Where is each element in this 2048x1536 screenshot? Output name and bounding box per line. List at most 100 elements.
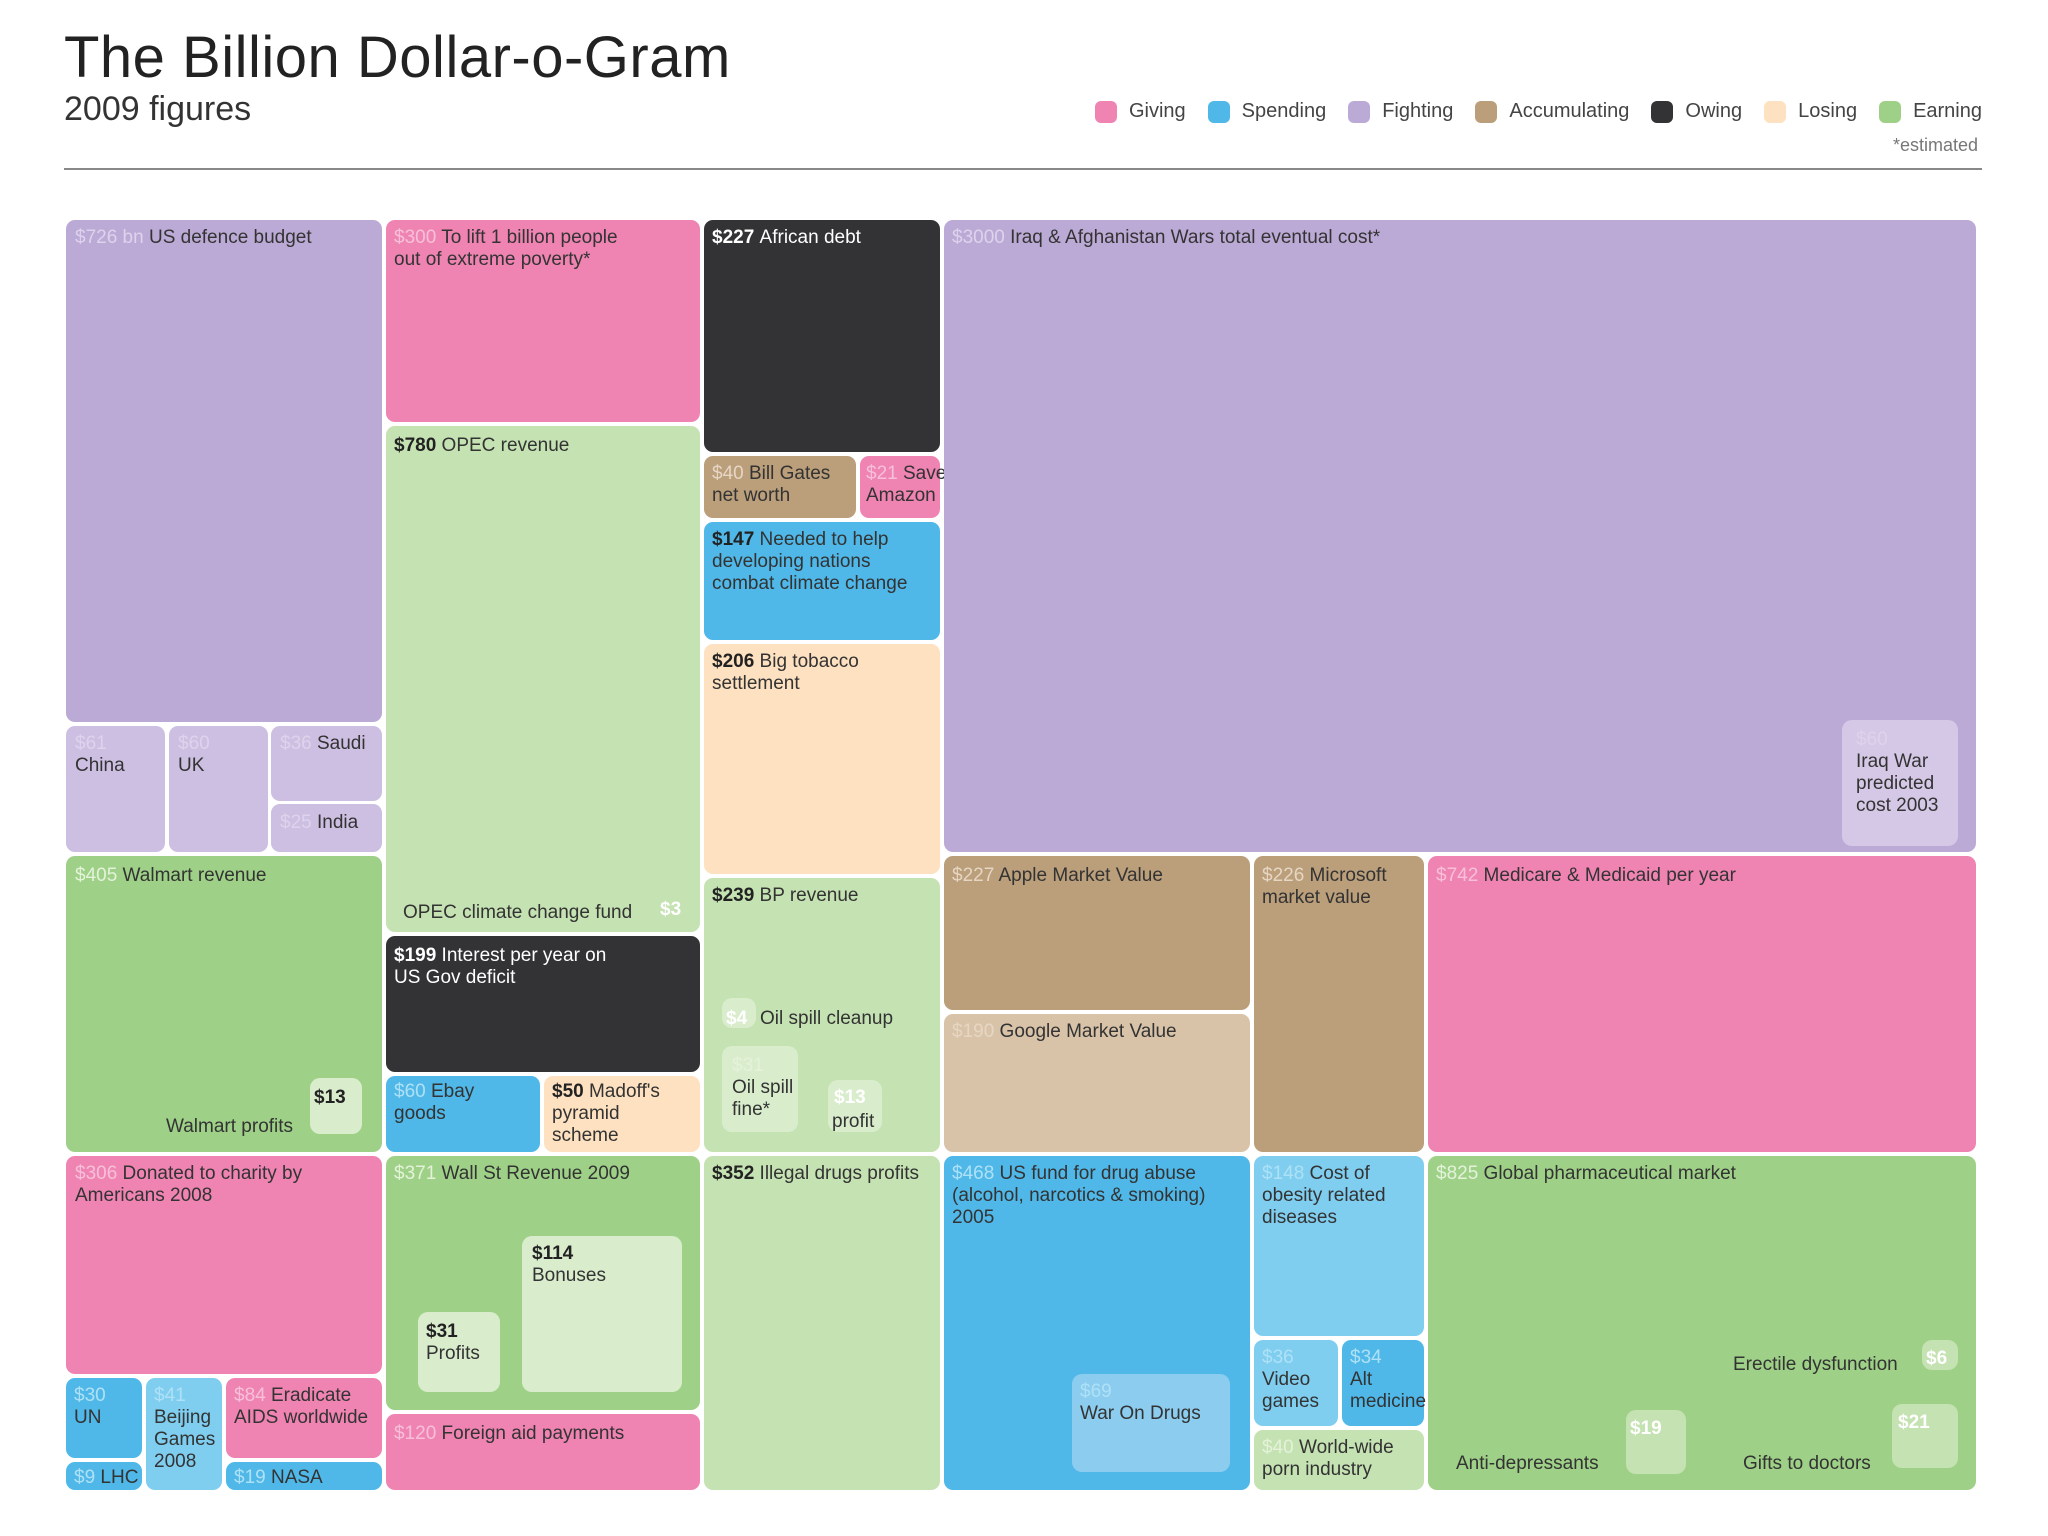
cell-label-line: To lift 1 billion people: [441, 227, 617, 248]
cell-label-line: Saudi: [317, 733, 366, 754]
subcell-label: Anti-depressants: [1456, 1453, 1599, 1474]
cell-label: $405 Walmart revenue: [75, 865, 267, 886]
cell-value: $199: [394, 945, 442, 966]
cell-label-line: scheme: [552, 1125, 619, 1146]
cell-label-line: Oil spill: [732, 1077, 793, 1098]
cell-value: $3000: [952, 227, 1010, 248]
treemap-cell: $36 Video games: [1254, 1340, 1338, 1426]
cell-label-line: Madoff's: [589, 1081, 660, 1102]
cell-label-line: BP revenue: [760, 885, 859, 906]
cell-label: $61 China: [75, 733, 125, 776]
cell-label: $114 Bonuses: [532, 1243, 606, 1286]
cell-rect: [66, 1378, 142, 1458]
cell-value: $306: [75, 1163, 123, 1184]
cell-value: $60: [1856, 729, 1893, 750]
cell-label-line: Illegal drugs profits: [760, 1163, 919, 1184]
cell-label-line: porn industry: [1262, 1459, 1372, 1480]
cell-value: $19: [1630, 1418, 1662, 1439]
cell-label-line: 2008: [154, 1451, 196, 1472]
subcell-rect: [828, 1080, 882, 1132]
cell-label: $190 Google Market Value: [952, 1021, 1177, 1042]
treemap-subcell: $31 Profits: [418, 1312, 500, 1392]
cell-value: $61: [75, 733, 112, 754]
subcell-rect: [522, 1236, 682, 1392]
cell-label-line: (alcohol, narcotics & smoking): [952, 1185, 1205, 1206]
cell-label-line: out of extreme poverty*: [394, 249, 591, 270]
treemap-cell: $60 Ebay goods: [386, 1076, 540, 1152]
cell-label-line: Apple Market Value: [999, 865, 1163, 886]
cell-label: $227 Apple Market Value: [952, 865, 1163, 886]
legend-swatch: [1879, 100, 1902, 123]
cell-label-line: Alt: [1350, 1369, 1373, 1390]
cell-label-line: obesity related: [1262, 1185, 1386, 1206]
estimated-note: *estimated: [1892, 135, 1978, 155]
cell-label-line: Save: [903, 463, 946, 484]
treemap-cell: $50 Madoff's pyramid scheme: [544, 1076, 700, 1152]
legend-swatch: [1348, 100, 1371, 123]
treemap-cell: $227 African debt: [704, 220, 940, 452]
cell-label-line: Big tobacco: [760, 651, 859, 672]
legend-label: Fighting: [1382, 100, 1454, 122]
subcell-label: Gifts to doctors: [1743, 1453, 1871, 1474]
cell-rect: [386, 426, 700, 932]
cell-value: $60: [394, 1081, 431, 1102]
subcell-label: Walmart profits: [166, 1116, 293, 1137]
treemap-cell: $190 Google Market Value: [944, 1014, 1250, 1152]
cell-label-line: Eradicate: [271, 1385, 351, 1406]
legend-item-spending: Spending: [1207, 100, 1326, 123]
cell-label-line: diseases: [1262, 1207, 1337, 1228]
cell-label-line: fine*: [732, 1099, 771, 1120]
subcell-rect: [1892, 1404, 1958, 1468]
legend-swatch: [1207, 100, 1230, 123]
cell-label: $21 Save Amazon: [866, 463, 946, 506]
cell-value: $31: [732, 1055, 769, 1076]
cell-label: $36 Saudi: [280, 733, 366, 754]
cell-label-line: China: [75, 755, 125, 776]
cell-label: $36 Video games: [1262, 1347, 1319, 1412]
cell-value: $84: [234, 1385, 271, 1406]
cell-rect: [1428, 856, 1976, 1152]
cell-label: $3000 Iraq & Afghanistan Wars total even…: [952, 227, 1381, 248]
legend-swatch: [1094, 100, 1117, 123]
cell-label: $780 OPEC revenue: [394, 435, 569, 456]
cell-label: $206 Big tobacco settlement: [712, 651, 859, 694]
cell-value: $25: [280, 812, 317, 833]
legend-swatch: [1764, 100, 1787, 123]
cell-label: $227 African debt: [712, 227, 862, 248]
treemap-cell: $148 Cost of obesity related diseases: [1254, 1156, 1424, 1336]
cell-label: $19 NASA: [234, 1467, 323, 1488]
cell-label-line: pyramid: [552, 1103, 620, 1124]
legend-swatch: [1651, 100, 1674, 123]
cell-label-line: OPEC revenue: [442, 435, 570, 456]
legend-item-earning: Earning: [1879, 100, 1982, 123]
legend-item-fighting: Fighting: [1348, 100, 1453, 123]
cell-rect: [704, 220, 940, 452]
cell-rect: [226, 1462, 382, 1490]
cell-label-line: Iraq War: [1856, 751, 1929, 772]
treemap-cell: $780 OPEC revenue: [386, 426, 700, 932]
cell-value: $780: [394, 435, 442, 456]
legend: Giving Spending Fighting Accumulating Ow…: [1094, 100, 1982, 123]
cell-label-line: US fund for drug abuse: [1000, 1163, 1196, 1184]
cell-label: $60 Ebay goods: [394, 1081, 475, 1124]
cell-value: $190: [952, 1021, 1000, 1042]
treemap-cell: $60 UK: [169, 726, 268, 852]
subcell-rect: [310, 1078, 362, 1134]
cell-value: $30: [74, 1385, 111, 1406]
cell-label: $468 US fund for drug abuse (alcohol, nar…: [952, 1163, 1205, 1228]
page-title: The Billion Dollar-o-Gram: [64, 25, 731, 90]
cell-label-line: Donated to charity by: [123, 1163, 303, 1184]
cell-label: $31 Profits: [426, 1321, 480, 1364]
cell-rect: [1254, 1156, 1424, 1336]
legend-swatch: [1475, 100, 1498, 123]
treemap-subcell: $31 Oil spill fine*: [722, 1046, 798, 1132]
cell-value: $226: [1262, 865, 1310, 886]
cell-rect: [544, 1076, 700, 1152]
treemap-cell: $40 Bill Gates net worth: [704, 456, 856, 518]
treemap-subcell: $19: [1626, 1410, 1686, 1474]
cell-rect: [944, 220, 1976, 852]
cell-label-line: LHC: [100, 1467, 138, 1488]
treemap-cell: $19 NASA: [226, 1462, 382, 1490]
cell-rect: [271, 804, 382, 852]
cell-value: $147: [712, 529, 760, 550]
